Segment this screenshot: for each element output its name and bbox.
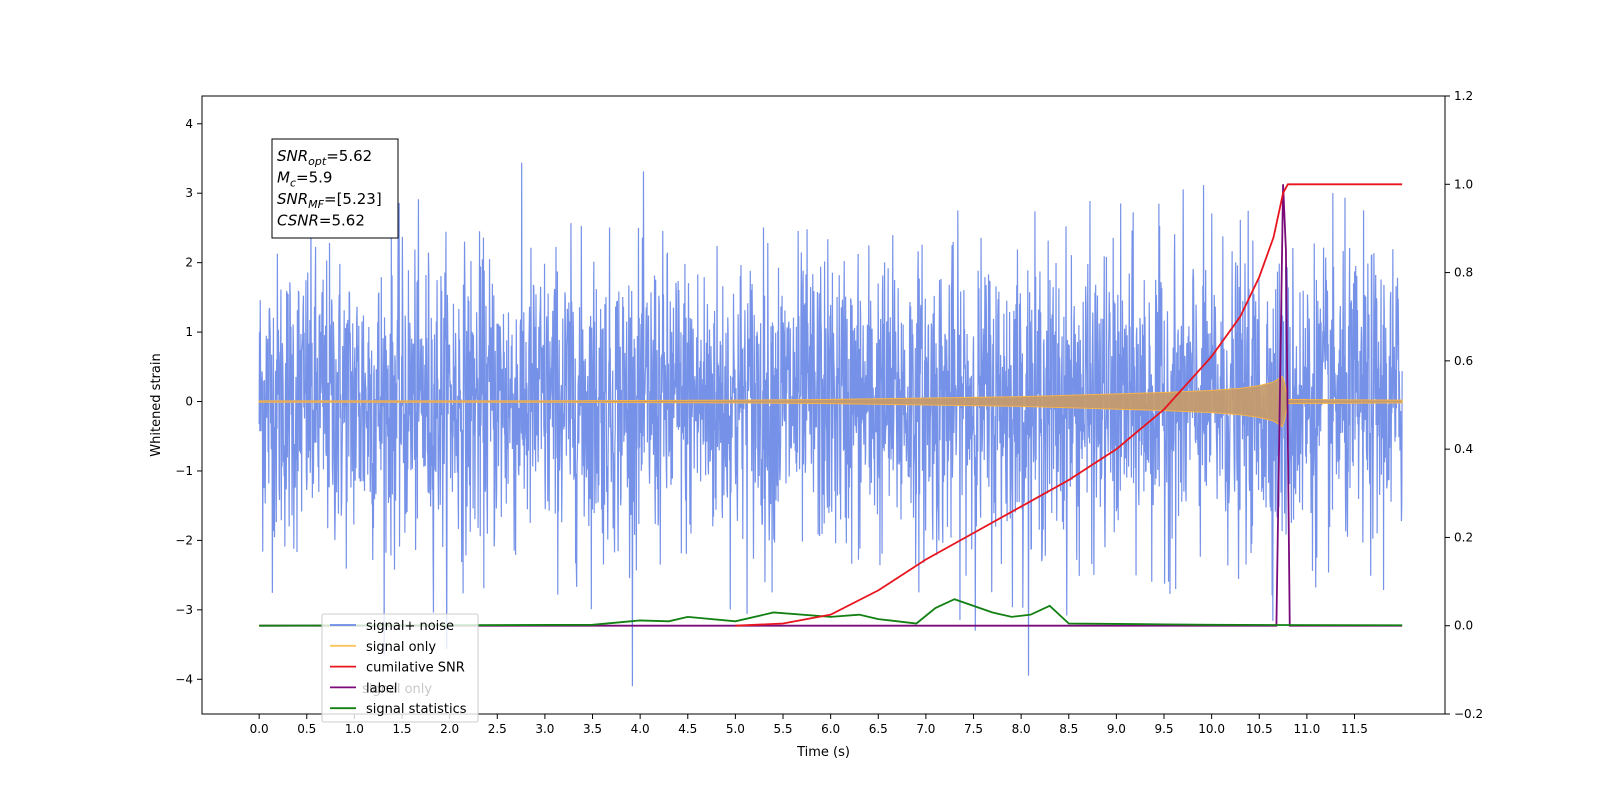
y-tick-label-right: 1.0 [1454,177,1473,191]
y-axis-label: Whitened strain [149,353,164,456]
y-tick-label-right: 0.0 [1454,619,1473,633]
x-tick-label: 9.5 [1154,722,1173,736]
x-tick-label: 3.0 [535,722,554,736]
stats-annotation-line: SNRopt=5.62 [277,147,372,168]
legend-entry: signal statistics [366,702,467,717]
x-tick-label: 4.5 [678,722,697,736]
legend-ghost-text: signal only [362,682,432,697]
legend-entry: label [366,681,397,696]
y-tick-label-right: 0.6 [1454,354,1473,368]
x-tick-label: 0.0 [250,722,269,736]
x-tick-label: 7.5 [964,722,983,736]
legend-entry: signal+ noise [366,619,454,634]
series-signal-only-band [258,375,1403,428]
x-tick-label: 11.5 [1341,722,1368,736]
x-tick-label: 10.5 [1246,722,1273,736]
series-signal-statistics-line [259,598,1403,627]
stats-annotation-line: CSNR=5.62 [277,212,365,230]
legend-box [321,613,479,723]
x-tick-label: 8.0 [1012,722,1031,736]
series-cumulative-snr-line [735,183,1403,627]
y-tick-label-left: 1 [185,325,193,339]
y-tick-label-left: 2 [185,256,193,270]
legend-entry: cumilative SNR [366,661,465,676]
series-signal-noise-line [258,162,1403,687]
x-tick-label: 7.0 [916,722,935,736]
y-tick-label-left: 0 [185,395,193,409]
y-tick-label-right: 0.4 [1454,442,1473,456]
x-tick-label: 10.0 [1198,722,1225,736]
x-tick-label: 0.5 [297,722,316,736]
x-tick-label: 4.0 [631,722,650,736]
y-tick-label-left: −4 [175,672,193,686]
x-tick-label: 2.5 [488,722,507,736]
x-tick-label: 11.0 [1294,722,1321,736]
y-tick-label-left: −1 [175,464,193,478]
y-tick-label-left: −2 [175,533,193,547]
x-tick-label: 3.5 [583,722,602,736]
x-tick-label: 5.0 [726,722,745,736]
y-tick-label-right: 1.2 [1454,89,1473,103]
y-tick-label-left: 3 [185,186,193,200]
y-tick-label-right: −0.2 [1454,707,1483,721]
x-axis-label: Time (s) [796,745,850,760]
stats-annotation-line: Mc=5.9 [277,169,332,190]
x-tick-label: 6.0 [821,722,840,736]
stats-annotation-box [271,138,399,239]
y-tick-label-right: 0.8 [1454,266,1473,280]
y-tick-label-right: 0.2 [1454,530,1473,544]
x-tick-label: 6.5 [869,722,888,736]
y-tick-label-left: 4 [185,117,193,131]
x-tick-label: 2.0 [440,722,459,736]
plot-frame [201,95,1446,715]
x-tick-label: 1.0 [345,722,364,736]
y-tick-label-left: −3 [175,603,193,617]
x-tick-label: 8.5 [1059,722,1078,736]
x-tick-label: 1.5 [392,722,411,736]
x-tick-label: 5.5 [773,722,792,736]
x-tick-label: 9.0 [1107,722,1126,736]
legend-entry: signal only [366,640,436,655]
stats-annotation-line: SNRMF=[5.23] [277,190,382,211]
